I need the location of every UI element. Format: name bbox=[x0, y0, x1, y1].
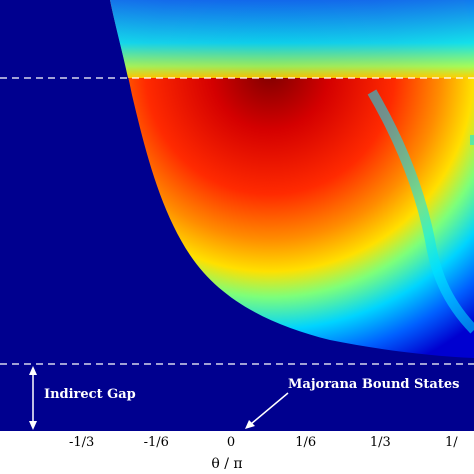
x-tick-labels: -1/3 -1/6 0 1/6 1/3 1/ bbox=[69, 435, 458, 450]
plot-area bbox=[0, 0, 474, 431]
majorana-arrow bbox=[245, 392, 289, 429]
x-tick-label: 1/ bbox=[445, 435, 458, 450]
x-tick-label: 1/6 bbox=[295, 435, 316, 450]
heatmap-outer-glow bbox=[367, 89, 474, 334]
indirect-gap-label: Indirect Gap bbox=[44, 387, 136, 402]
heatmap-band-region bbox=[110, 0, 474, 358]
x-axis-title: θ / π bbox=[211, 456, 242, 472]
heatmap-top-band bbox=[110, 0, 474, 78]
x-tick-label: 1/3 bbox=[370, 435, 391, 450]
majorana-label: Majorana Bound States bbox=[288, 377, 459, 392]
x-tick-label: -1/6 bbox=[144, 435, 169, 450]
x-tick-label: -1/3 bbox=[69, 435, 94, 450]
indirect-gap-arrow bbox=[29, 366, 37, 430]
x-tick-label: 0 bbox=[227, 435, 235, 450]
